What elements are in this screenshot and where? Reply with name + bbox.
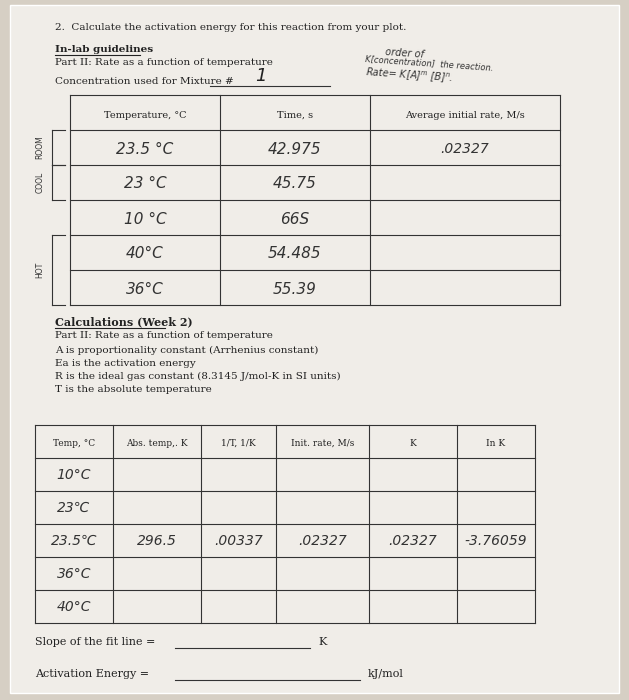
Text: Slope of the fit line =: Slope of the fit line = bbox=[35, 637, 155, 647]
Text: 40°C: 40°C bbox=[126, 246, 164, 262]
Text: Temperature, °C: Temperature, °C bbox=[104, 111, 186, 120]
Text: ROOM: ROOM bbox=[35, 136, 45, 160]
Text: 10 °C: 10 °C bbox=[124, 211, 166, 227]
Text: Temp, °C: Temp, °C bbox=[53, 438, 95, 447]
Text: HOT: HOT bbox=[35, 262, 45, 278]
Text: .02327: .02327 bbox=[441, 142, 489, 156]
Text: 36°C: 36°C bbox=[57, 567, 91, 581]
Text: K[concentration]  the reaction.: K[concentration] the reaction. bbox=[365, 54, 494, 72]
Text: 54.485: 54.485 bbox=[268, 246, 322, 262]
Text: .02327: .02327 bbox=[298, 534, 347, 548]
Text: 23.5℃: 23.5℃ bbox=[51, 534, 97, 548]
Text: order of: order of bbox=[385, 48, 425, 60]
Text: Calculations (Week 2): Calculations (Week 2) bbox=[55, 316, 192, 327]
Text: 23.5 °C: 23.5 °C bbox=[116, 141, 174, 157]
Text: R is the ideal gas constant (8.3145 J/mol-K in SI units): R is the ideal gas constant (8.3145 J/mo… bbox=[55, 372, 341, 381]
Text: kJ/mol: kJ/mol bbox=[368, 669, 404, 679]
Text: K: K bbox=[409, 438, 416, 447]
Text: -3.76059: -3.76059 bbox=[465, 534, 527, 548]
Text: Abs. temp,. K: Abs. temp,. K bbox=[126, 438, 188, 447]
Text: 36°C: 36°C bbox=[126, 281, 164, 297]
Text: 66S: 66S bbox=[281, 211, 309, 227]
Text: 55.39: 55.39 bbox=[273, 281, 317, 297]
Text: Init. rate, M/s: Init. rate, M/s bbox=[291, 438, 354, 447]
Text: Ea is the activation energy: Ea is the activation energy bbox=[55, 359, 196, 368]
Text: Time, s: Time, s bbox=[277, 111, 313, 120]
Text: T is the absolute temperature: T is the absolute temperature bbox=[55, 385, 212, 394]
Text: 1/T, 1/K: 1/T, 1/K bbox=[221, 438, 256, 447]
Text: .00337: .00337 bbox=[214, 534, 263, 548]
Text: K: K bbox=[318, 637, 326, 647]
Text: Part II: Rate as a function of temperature: Part II: Rate as a function of temperatu… bbox=[55, 58, 273, 67]
Text: 40°C: 40°C bbox=[57, 600, 91, 614]
Text: 296.5: 296.5 bbox=[137, 534, 177, 548]
Text: Average initial rate, M/s: Average initial rate, M/s bbox=[405, 111, 525, 120]
Text: In K: In K bbox=[486, 438, 506, 447]
Text: 2.  Calculate the activation energy for this reaction from your plot.: 2. Calculate the activation energy for t… bbox=[55, 23, 406, 32]
Text: In-lab guidelines: In-lab guidelines bbox=[55, 45, 153, 54]
Text: Activation Energy =: Activation Energy = bbox=[35, 669, 149, 679]
Text: 23 °C: 23 °C bbox=[124, 176, 166, 192]
FancyBboxPatch shape bbox=[10, 5, 619, 693]
Text: .02327: .02327 bbox=[389, 534, 437, 548]
Text: 1: 1 bbox=[255, 67, 267, 85]
Text: 45.75: 45.75 bbox=[273, 176, 317, 192]
Text: Rate= K[A]$^m$ [B]$^n$.: Rate= K[A]$^m$ [B]$^n$. bbox=[365, 66, 454, 86]
Text: COOL: COOL bbox=[35, 172, 45, 193]
Text: A is proportionality constant (Arrhenius constant): A is proportionality constant (Arrhenius… bbox=[55, 346, 318, 355]
Text: Concentration used for Mixture #: Concentration used for Mixture # bbox=[55, 77, 234, 86]
Text: Part II: Rate as a function of temperature: Part II: Rate as a function of temperatu… bbox=[55, 331, 273, 340]
Text: 10°C: 10°C bbox=[57, 468, 91, 482]
Text: 42.975: 42.975 bbox=[268, 141, 322, 157]
Text: 23℃: 23℃ bbox=[57, 501, 91, 515]
